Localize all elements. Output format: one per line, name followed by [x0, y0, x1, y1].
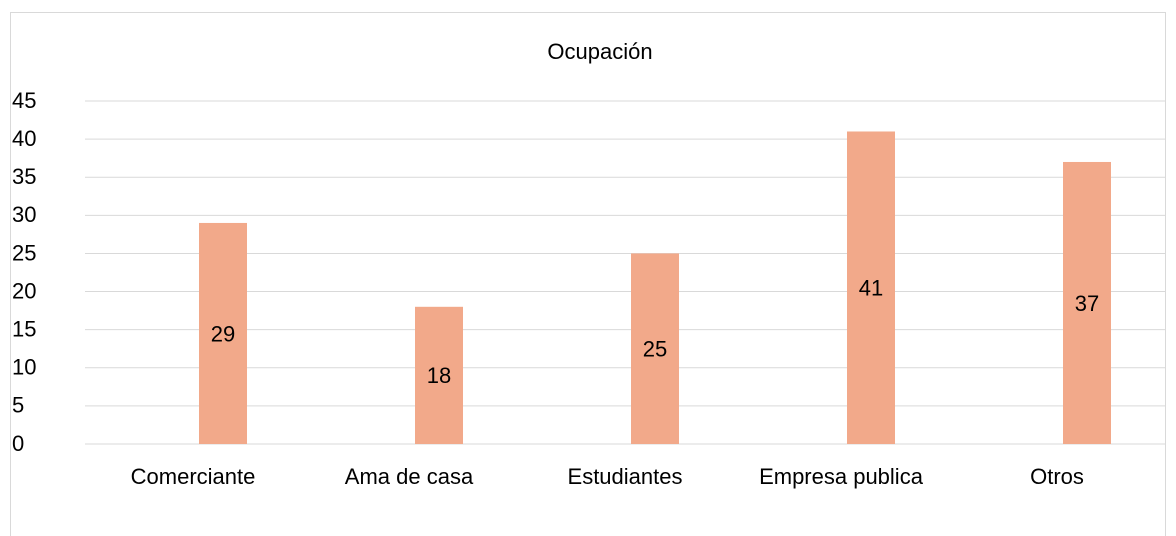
- x-tick-label: Otros: [1030, 464, 1084, 489]
- y-tick-label: 10: [12, 355, 36, 380]
- data-label: 18: [427, 363, 451, 388]
- data-label: 41: [859, 276, 883, 301]
- y-tick-label: 5: [12, 393, 24, 418]
- bar: [847, 131, 895, 444]
- y-tick-label: 25: [12, 240, 36, 265]
- x-tick-label: Ama de casa: [344, 464, 474, 489]
- data-label: 37: [1075, 291, 1099, 316]
- y-tick-label: 35: [12, 164, 36, 189]
- y-tick-label: 0: [12, 431, 24, 456]
- y-tick-label: 15: [12, 316, 36, 341]
- x-tick-label: Comerciante: [130, 464, 256, 489]
- y-tick-label: 45: [12, 88, 36, 113]
- x-tick-label: Empresa publica: [759, 464, 923, 489]
- data-label: 29: [211, 321, 235, 346]
- chart-title: Ocupación: [547, 39, 652, 64]
- bar: [199, 222, 247, 444]
- y-tick-label: 40: [12, 126, 36, 151]
- x-tick-label: Estudiantes: [567, 464, 683, 489]
- data-label: 25: [643, 337, 667, 362]
- bar: [415, 306, 463, 444]
- chart-border: [10, 12, 1166, 536]
- bar: [631, 253, 679, 444]
- bar: [1063, 161, 1111, 444]
- y-tick-label: 30: [12, 202, 36, 227]
- y-tick-label: 20: [12, 278, 36, 303]
